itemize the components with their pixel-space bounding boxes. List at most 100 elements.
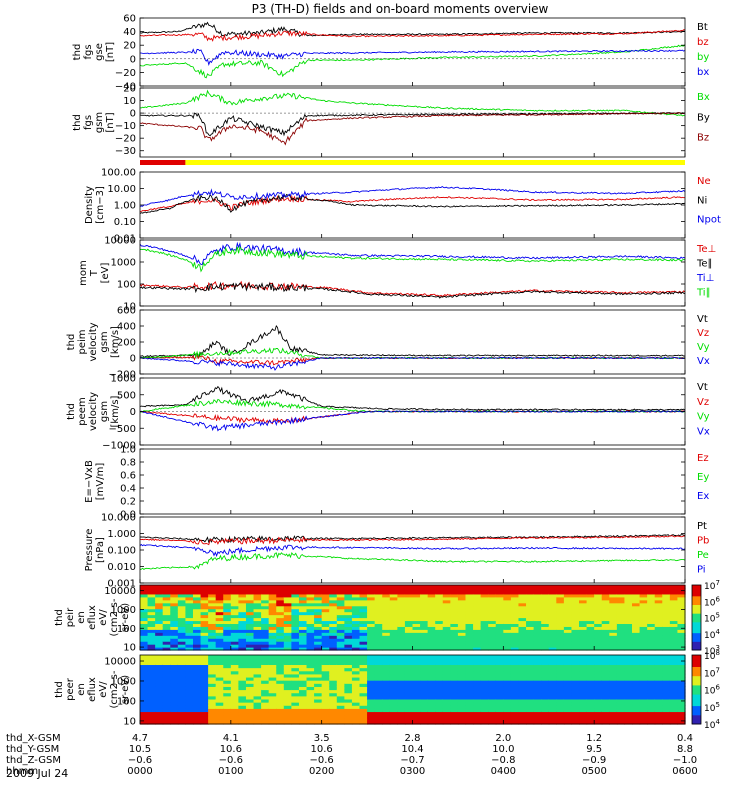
spectrogram-cell xyxy=(518,714,527,719)
spectrogram-cell xyxy=(276,626,285,630)
spectrogram-cell xyxy=(677,599,686,604)
legend-entry: Vy xyxy=(697,342,710,353)
spectrogram-cell xyxy=(291,708,300,713)
xaxis-value: 3.5 xyxy=(314,733,330,744)
spectrogram-cell xyxy=(473,626,482,630)
spectrogram-cell xyxy=(442,585,451,589)
spectrogram-cell xyxy=(245,720,255,725)
spectrogram-cell xyxy=(351,717,361,722)
legend-entry: Ey xyxy=(697,472,709,483)
spectrogram-cell xyxy=(465,717,474,722)
spectrogram-cell xyxy=(420,705,429,709)
spectrogram-cell xyxy=(314,644,323,648)
spectrogram-cell xyxy=(382,608,391,613)
spectrogram-cell xyxy=(261,608,270,613)
spectrogram-cell xyxy=(495,695,504,700)
spectrogram-cell xyxy=(526,641,535,645)
series-line-peem_velocity-2 xyxy=(140,398,686,413)
spectrogram-cell xyxy=(253,614,262,619)
spectrogram-cell xyxy=(336,661,345,666)
spectrogram-cell xyxy=(488,614,497,619)
spectrogram-cell xyxy=(571,720,580,725)
spectrogram-cell xyxy=(336,655,345,659)
spectrogram-cell xyxy=(230,705,239,709)
spectrogram-cell xyxy=(245,638,255,642)
spectrogram-cell xyxy=(677,641,686,645)
spectrogram-cell xyxy=(435,702,444,706)
spectrogram-cell xyxy=(465,664,474,669)
spectrogram-cell xyxy=(253,720,262,725)
spectrogram-cell xyxy=(548,676,557,681)
spectrogram-cell xyxy=(283,683,292,687)
spectrogram-cell xyxy=(435,670,444,675)
spectrogram-cell xyxy=(616,698,626,703)
spectrogram-cell xyxy=(412,590,421,595)
spectrogram-cell xyxy=(245,629,255,633)
spectrogram-cell xyxy=(563,661,573,666)
spectrogram-cell xyxy=(185,623,194,627)
spectrogram-cell xyxy=(412,641,421,645)
spectrogram-cell xyxy=(359,617,368,622)
spectrogram-cell xyxy=(268,689,277,694)
spectrogram-cell xyxy=(261,717,270,722)
spectrogram-cell xyxy=(632,620,641,624)
colorbar-segment xyxy=(692,671,701,674)
spectrogram-cell xyxy=(329,708,338,713)
spectrogram-cell xyxy=(389,623,398,627)
spectrogram-cell xyxy=(223,717,232,722)
y-axis-label: thd xyxy=(72,114,83,131)
spectrogram-cell xyxy=(261,632,270,636)
spectrogram-cell xyxy=(669,596,679,601)
spectrogram-cell xyxy=(367,623,376,627)
spectrogram-cell xyxy=(261,605,270,610)
spectrogram-cell xyxy=(495,661,504,666)
spectrogram-cell xyxy=(321,629,330,633)
spectrogram-cell xyxy=(609,608,618,613)
spectrogram-cell xyxy=(556,717,565,722)
spectrogram-cell xyxy=(662,698,671,703)
spectrogram-cell xyxy=(427,623,436,627)
spectrogram-cell xyxy=(579,599,588,604)
spectrogram-cell xyxy=(662,680,671,684)
spectrogram-cell xyxy=(662,702,671,706)
spectrogram-cell xyxy=(624,629,633,633)
spectrogram-cell xyxy=(268,638,277,642)
legend-entry: Ti⊥ xyxy=(696,273,714,284)
spectrogram-cell xyxy=(563,641,573,645)
spectrogram-cell xyxy=(639,655,648,659)
spectrogram-cell xyxy=(321,717,330,722)
spectrogram-cell xyxy=(533,635,542,639)
y-axis-label: peir xyxy=(65,607,76,627)
spectrogram-cell xyxy=(518,676,527,681)
spectrogram-cell xyxy=(397,695,406,700)
spectrogram-cell xyxy=(261,602,270,607)
spectrogram-cell xyxy=(601,608,610,613)
spectrogram-cell xyxy=(412,623,421,627)
spectrogram-cell xyxy=(230,714,239,719)
spectrogram-cell xyxy=(457,698,467,703)
spectrogram-cell xyxy=(351,599,361,604)
spectrogram-cell xyxy=(276,661,285,666)
spectrogram-cell xyxy=(230,720,239,725)
spectrogram-cell xyxy=(140,585,149,589)
spectrogram-cell xyxy=(185,689,194,694)
spectrogram-cell xyxy=(344,692,353,697)
spectrogram-cell xyxy=(268,702,277,706)
spectrogram-cell xyxy=(586,608,595,613)
spectrogram-cell xyxy=(155,593,164,598)
spectrogram-cell xyxy=(654,596,663,601)
spectrogram-cell xyxy=(435,661,444,666)
spectrogram-cell xyxy=(147,658,156,662)
spectrogram-cell xyxy=(276,599,285,604)
spectrogram-cell xyxy=(208,711,217,716)
spectrogram-cell xyxy=(601,711,610,716)
spectrogram-cell xyxy=(624,596,633,601)
spectrogram-cell xyxy=(397,599,406,604)
spectrogram-cell xyxy=(548,617,557,622)
spectrogram-cell xyxy=(397,714,406,719)
spectrogram-cell xyxy=(420,695,429,700)
spectrogram-cell xyxy=(162,644,171,648)
spectrogram-cell xyxy=(594,587,603,592)
spectrogram-cell xyxy=(662,611,671,616)
spectrogram-cell xyxy=(632,647,641,651)
